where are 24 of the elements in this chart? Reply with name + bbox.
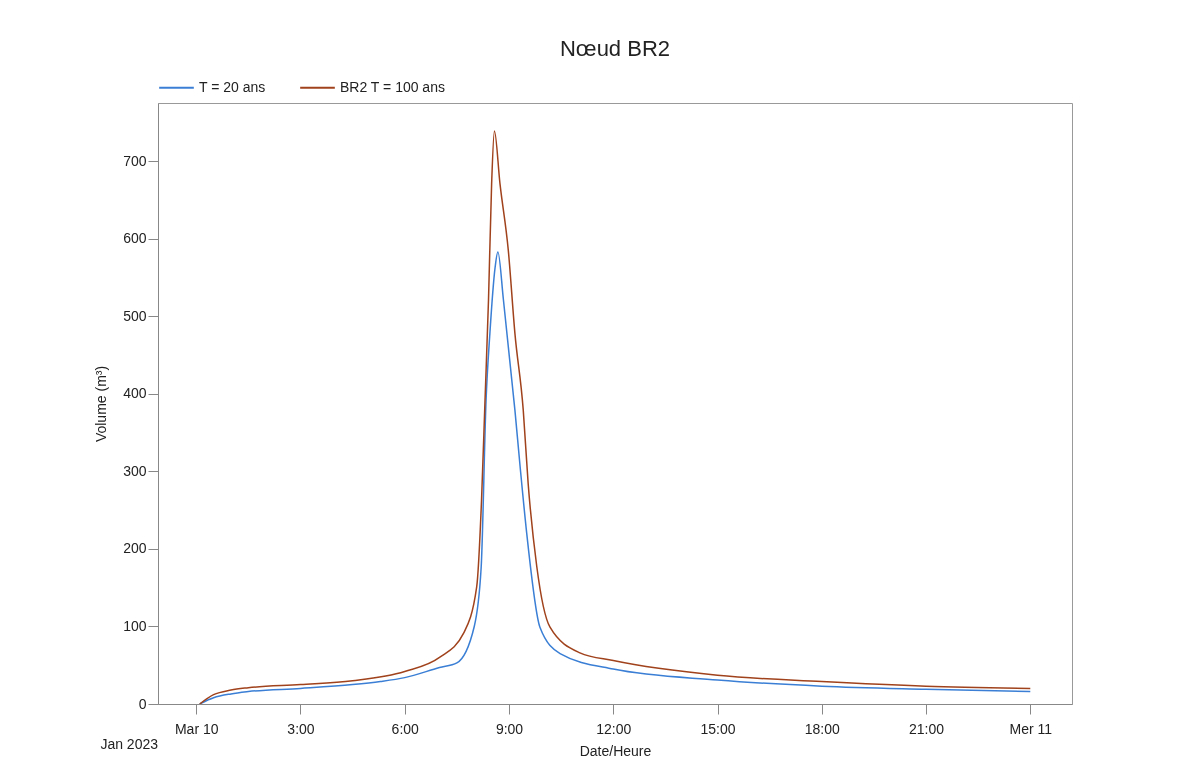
y-tick-label: 600 xyxy=(123,230,147,247)
x-tick-label: 15:00 xyxy=(700,720,736,737)
x-axis-title: Date/Heure xyxy=(579,742,652,759)
chart-title: Nœud BR2 xyxy=(559,36,671,61)
x-tick-label: 18:00 xyxy=(804,720,840,737)
text: Jan 2023 xyxy=(100,736,159,752)
legend-label: T = 20 ans xyxy=(199,78,266,95)
x-tick-label: 12:00 xyxy=(596,720,632,737)
x-tick-label: 9:00 xyxy=(495,720,524,737)
y-tick-label: 300 xyxy=(123,462,147,479)
x-tick-label: 21:00 xyxy=(909,720,945,737)
y-tick-label: 500 xyxy=(123,307,147,324)
line-series xyxy=(198,130,1032,704)
x-tick-label: 3:00 xyxy=(287,720,315,737)
x-tick-label: Mar 10 xyxy=(174,720,219,737)
y-tick-label: 100 xyxy=(123,617,147,634)
x-tick-label: 6:00 xyxy=(391,720,420,737)
y-tick-label: 400 xyxy=(123,385,147,402)
x-tick-label: Mer 11 xyxy=(1009,720,1053,737)
y-tick-label: 200 xyxy=(123,540,147,557)
y-axis-title: Volume (m³) xyxy=(93,365,110,443)
y-tick-label: 700 xyxy=(123,152,147,169)
legend-label: BR2 T = 100 ans xyxy=(340,78,445,95)
y-tick-label: 0 xyxy=(138,695,147,712)
